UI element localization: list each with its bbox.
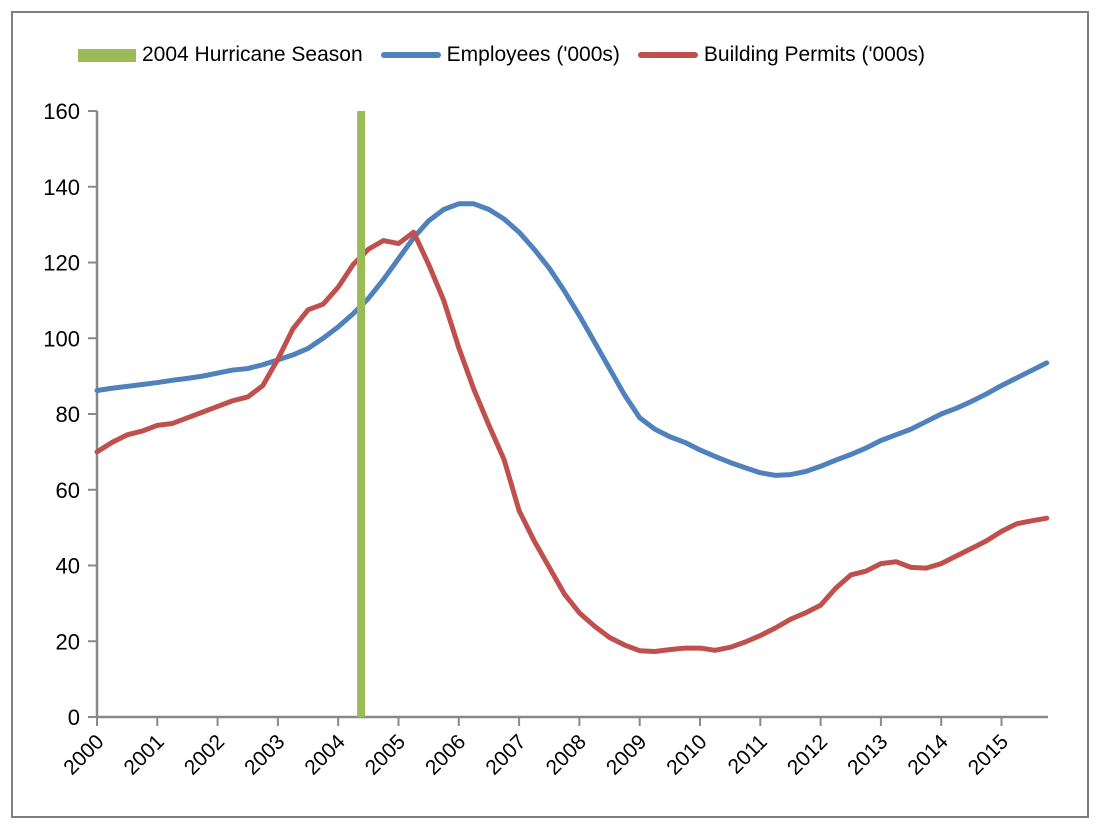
hurricane-season-bar bbox=[357, 111, 366, 717]
y-tick-label: 160 bbox=[43, 99, 80, 124]
x-tick-label: 2005 bbox=[361, 730, 410, 779]
y-tick-label: 80 bbox=[56, 402, 80, 427]
x-tick-label: 2007 bbox=[481, 730, 530, 779]
legend: 2004 Hurricane Season Employees ('000s) … bbox=[78, 42, 925, 68]
y-tick-label: 60 bbox=[56, 478, 80, 503]
y-tick-label: 20 bbox=[56, 629, 80, 654]
legend-label-employees: Employees ('000s) bbox=[446, 43, 620, 66]
legend-label-permits: Building Permits ('000s) bbox=[703, 43, 926, 66]
x-tick-label: 2013 bbox=[843, 730, 892, 779]
x-tick-label: 2014 bbox=[903, 730, 953, 780]
y-tick-label: 0 bbox=[68, 705, 80, 730]
employees-line-swatch-icon bbox=[380, 52, 441, 58]
x-tick-label: 2009 bbox=[602, 730, 651, 779]
y-tick-label: 100 bbox=[43, 326, 80, 351]
x-tick-label: 2010 bbox=[662, 730, 711, 779]
legend-label-hurricane: 2004 Hurricane Season bbox=[142, 43, 363, 66]
x-tick-label: 2012 bbox=[783, 730, 832, 779]
legend-item-permits: Building Permits ('000s) bbox=[637, 42, 926, 68]
x-tick-label: 2002 bbox=[180, 730, 229, 779]
x-tick-label: 2006 bbox=[421, 730, 470, 779]
y-tick-label: 40 bbox=[56, 554, 80, 579]
x-tick-label: 2011 bbox=[724, 730, 772, 778]
building-permits-line bbox=[94, 229, 1050, 654]
x-tick-label: 2015 bbox=[964, 730, 1013, 779]
hurricane-bar-swatch-icon bbox=[78, 48, 136, 62]
x-tick-label: 2003 bbox=[240, 730, 289, 779]
x-tick-label: 2008 bbox=[542, 730, 591, 779]
legend-item-employees: Employees ('000s) bbox=[380, 42, 620, 68]
legend-item-hurricane: 2004 Hurricane Season bbox=[78, 42, 363, 68]
y-tick-label: 120 bbox=[43, 251, 80, 276]
x-tick-label: 2001 bbox=[120, 730, 169, 779]
x-tick-label: 2004 bbox=[300, 730, 350, 780]
permits-line-swatch-icon bbox=[637, 52, 698, 58]
x-tick-label: 2000 bbox=[59, 730, 108, 779]
y-tick-label: 140 bbox=[43, 175, 80, 200]
employees-line bbox=[94, 201, 1050, 478]
